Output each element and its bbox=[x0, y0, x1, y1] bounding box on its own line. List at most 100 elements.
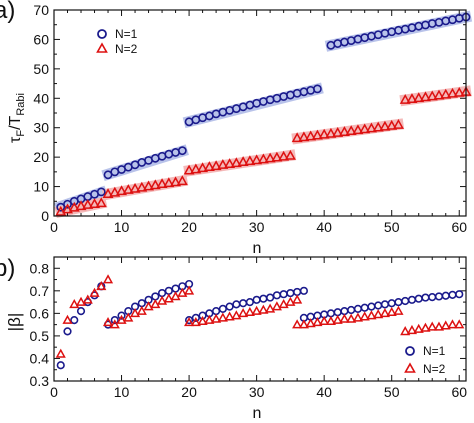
n2-triangle-point bbox=[399, 94, 411, 104]
n2-triangle-point bbox=[163, 177, 175, 188]
n2-triangle-point bbox=[292, 294, 303, 304]
n2-triangle-point bbox=[211, 313, 222, 323]
n2-triangle-point bbox=[116, 314, 127, 324]
n2-triangle-point bbox=[345, 125, 357, 136]
x-tick-label: 20 bbox=[181, 219, 197, 235]
legend-n1-marker bbox=[405, 346, 415, 356]
n2-triangle-point bbox=[116, 185, 128, 196]
n2-triangle-point bbox=[197, 315, 208, 326]
n2-triangle-point bbox=[284, 149, 296, 160]
n2-triangle-point bbox=[386, 306, 397, 317]
n1-circle-point bbox=[367, 302, 376, 311]
n2-triangle-point bbox=[55, 205, 67, 216]
n2-triangle-point bbox=[251, 305, 262, 315]
n1-circle-point bbox=[245, 297, 254, 307]
n2-triangle-point bbox=[251, 154, 263, 165]
n1-circle-point bbox=[347, 305, 356, 315]
n2-triangle-point bbox=[257, 153, 269, 164]
y-tick-label: 0.4 bbox=[30, 350, 50, 366]
n2-triangle-point bbox=[129, 182, 141, 193]
n2-triangle-point bbox=[392, 119, 404, 129]
n2-triangle-point bbox=[305, 318, 316, 328]
n2-triangle-point bbox=[454, 319, 465, 329]
n2-triangle-point bbox=[75, 200, 87, 211]
n1-circle-point bbox=[137, 299, 146, 308]
n2-triangle-point bbox=[170, 291, 181, 301]
n2-triangle-point bbox=[129, 308, 141, 318]
n2-triangle-point bbox=[123, 312, 134, 322]
n2-triangle-point bbox=[69, 299, 80, 309]
panel-b-markers bbox=[55, 274, 465, 370]
n2-triangle-point bbox=[427, 321, 438, 331]
x-tick-label: 0 bbox=[50, 384, 58, 400]
legend-n1-label: N=1 bbox=[115, 27, 138, 41]
n2-triangle-point bbox=[453, 86, 465, 97]
y-tick-label: 60 bbox=[33, 31, 49, 47]
n1-circle-point bbox=[326, 309, 336, 318]
n2-triangle-point bbox=[278, 299, 289, 309]
n2-triangle-point bbox=[156, 295, 168, 305]
n2-triangle-point bbox=[440, 320, 451, 330]
x-tick-label: 10 bbox=[114, 384, 130, 400]
n2-triangle-point bbox=[143, 301, 154, 311]
n2-triangle-point bbox=[217, 159, 229, 169]
n2-triangle-point bbox=[386, 119, 398, 130]
n2-triangle-point bbox=[393, 305, 404, 315]
n2-triangle-point bbox=[204, 314, 215, 324]
n2-triangle-point bbox=[447, 319, 458, 329]
y-tick-label: 10 bbox=[33, 179, 49, 195]
n2-triangle-point bbox=[406, 93, 418, 103]
x-tick-label: 40 bbox=[316, 219, 332, 235]
y-label-sub-rabi: Rabi bbox=[15, 93, 27, 116]
n2-triangle-point bbox=[352, 124, 364, 135]
n2-triangle-point bbox=[365, 122, 377, 133]
n2-triangle-point bbox=[177, 287, 188, 297]
n2-triangle-point bbox=[379, 120, 391, 131]
n2-triangle-point bbox=[271, 301, 282, 311]
x-tick-label: 10 bbox=[114, 219, 130, 235]
n1-circle-point bbox=[171, 284, 180, 293]
n2-triangle-point bbox=[433, 321, 445, 331]
n1-circle-point bbox=[448, 290, 457, 299]
n1-circle-point bbox=[434, 292, 444, 301]
panel-a-frame bbox=[53, 9, 467, 217]
n1-circle-point bbox=[279, 290, 288, 299]
n2-triangle-point bbox=[325, 127, 337, 138]
n2-triangle-point bbox=[184, 285, 195, 295]
n2-triangle-point bbox=[136, 181, 148, 192]
y-tick-label: 0.7 bbox=[30, 283, 50, 299]
n2-triangle-point bbox=[338, 126, 350, 136]
n1-circle-point bbox=[441, 291, 450, 300]
n2-triangle-point bbox=[197, 162, 209, 173]
n2-triangle-point bbox=[89, 287, 100, 297]
n2-triangle-point bbox=[291, 132, 303, 143]
n1-circle-point bbox=[252, 295, 261, 304]
n1-circle-point bbox=[387, 299, 396, 308]
n2-triangle-point bbox=[190, 163, 202, 174]
n2-triangle-point bbox=[62, 203, 73, 214]
n1-circle-point bbox=[266, 293, 275, 302]
n2-triangle-point bbox=[62, 314, 73, 324]
panel-b-x-axis-label: n bbox=[253, 405, 262, 422]
n2-triangle-point bbox=[311, 129, 323, 140]
n2-triangle-point bbox=[149, 179, 161, 190]
n2-triangle-point bbox=[150, 299, 161, 309]
n2-triangle-point bbox=[82, 199, 94, 209]
x-tick-label: 20 bbox=[181, 384, 197, 400]
n2-triangle-point bbox=[217, 312, 228, 322]
x-tick-label: 50 bbox=[384, 384, 400, 400]
n1-circle-point bbox=[164, 286, 173, 295]
x-tick-label: 60 bbox=[451, 219, 467, 235]
n2-triangle-point bbox=[379, 308, 391, 318]
y-tick-label: 0.3 bbox=[30, 373, 50, 389]
n1-circle-point bbox=[218, 304, 227, 313]
n2-triangle-point bbox=[55, 348, 66, 358]
y-label-tau: τ bbox=[7, 136, 24, 143]
panel-b-legend: N=1 N=2 bbox=[404, 344, 446, 376]
n2-triangle-point bbox=[373, 309, 384, 319]
n2-triangle-point bbox=[359, 123, 371, 134]
legend-n2-marker bbox=[404, 362, 416, 373]
n1-circle-point bbox=[184, 316, 194, 325]
n2-triangle-point bbox=[440, 88, 452, 99]
n1-circle-point bbox=[313, 84, 322, 94]
